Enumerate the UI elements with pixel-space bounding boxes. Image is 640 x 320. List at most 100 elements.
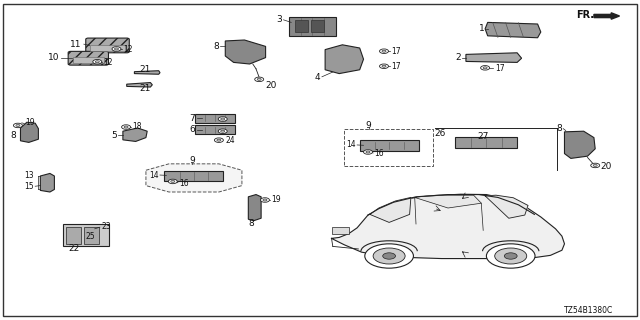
Polygon shape bbox=[332, 194, 564, 259]
Text: 13: 13 bbox=[24, 171, 34, 180]
Text: 19: 19 bbox=[26, 118, 35, 127]
Text: 15: 15 bbox=[24, 182, 34, 191]
Polygon shape bbox=[466, 53, 522, 62]
Text: 8: 8 bbox=[10, 131, 16, 140]
Text: 20: 20 bbox=[265, 81, 276, 90]
Text: 8: 8 bbox=[249, 220, 254, 228]
Circle shape bbox=[217, 139, 221, 141]
Polygon shape bbox=[146, 164, 242, 192]
Text: 26: 26 bbox=[435, 129, 446, 138]
Text: 14: 14 bbox=[346, 140, 356, 149]
Text: 21: 21 bbox=[140, 84, 151, 93]
Text: 17: 17 bbox=[392, 47, 401, 56]
Polygon shape bbox=[40, 173, 54, 192]
FancyBboxPatch shape bbox=[456, 137, 518, 148]
Polygon shape bbox=[225, 40, 266, 64]
Text: 14: 14 bbox=[149, 171, 159, 180]
Circle shape bbox=[221, 118, 225, 120]
Circle shape bbox=[364, 150, 372, 154]
Text: 18: 18 bbox=[132, 122, 142, 131]
Circle shape bbox=[483, 67, 487, 69]
Circle shape bbox=[257, 78, 261, 80]
Polygon shape bbox=[127, 83, 152, 87]
Circle shape bbox=[365, 244, 413, 268]
FancyBboxPatch shape bbox=[90, 44, 125, 51]
Circle shape bbox=[260, 198, 269, 202]
Text: 16: 16 bbox=[374, 149, 384, 158]
Text: TZ54B1380C: TZ54B1380C bbox=[564, 306, 613, 315]
Circle shape bbox=[481, 66, 490, 70]
Circle shape bbox=[486, 244, 535, 268]
FancyBboxPatch shape bbox=[289, 17, 336, 36]
Circle shape bbox=[124, 126, 128, 128]
Polygon shape bbox=[485, 22, 541, 38]
FancyBboxPatch shape bbox=[195, 125, 235, 134]
Text: FR.: FR. bbox=[576, 10, 594, 20]
Circle shape bbox=[95, 61, 99, 63]
Circle shape bbox=[380, 49, 388, 53]
Circle shape bbox=[383, 253, 396, 259]
Text: 9: 9 bbox=[366, 121, 371, 130]
Polygon shape bbox=[123, 128, 147, 141]
Polygon shape bbox=[20, 122, 38, 142]
Text: 10: 10 bbox=[48, 53, 60, 62]
Circle shape bbox=[171, 180, 175, 182]
FancyBboxPatch shape bbox=[332, 227, 349, 234]
Circle shape bbox=[168, 179, 177, 184]
Circle shape bbox=[504, 253, 517, 259]
Text: 6: 6 bbox=[189, 125, 195, 134]
Text: 4: 4 bbox=[314, 73, 320, 82]
Text: 22: 22 bbox=[68, 244, 79, 253]
Circle shape bbox=[214, 138, 223, 142]
Text: 12: 12 bbox=[104, 58, 113, 67]
Text: 7: 7 bbox=[189, 114, 195, 123]
Text: 2: 2 bbox=[455, 53, 461, 62]
Text: 12: 12 bbox=[123, 45, 132, 54]
Text: 11: 11 bbox=[70, 40, 82, 49]
Text: 27: 27 bbox=[477, 132, 489, 140]
Circle shape bbox=[115, 48, 118, 50]
Polygon shape bbox=[594, 13, 620, 19]
Circle shape bbox=[255, 77, 264, 82]
Text: 1: 1 bbox=[479, 24, 484, 33]
Circle shape bbox=[122, 125, 131, 129]
Text: 16: 16 bbox=[179, 179, 189, 188]
Circle shape bbox=[382, 50, 386, 52]
Polygon shape bbox=[564, 131, 595, 158]
Polygon shape bbox=[370, 197, 411, 222]
Circle shape bbox=[16, 124, 20, 126]
FancyBboxPatch shape bbox=[164, 171, 223, 181]
Text: 24: 24 bbox=[226, 136, 236, 145]
FancyBboxPatch shape bbox=[68, 51, 109, 65]
Circle shape bbox=[13, 123, 22, 128]
Circle shape bbox=[380, 64, 388, 68]
Circle shape bbox=[263, 199, 267, 201]
Circle shape bbox=[382, 65, 386, 67]
FancyBboxPatch shape bbox=[84, 227, 99, 244]
Text: 5: 5 bbox=[111, 131, 117, 140]
Circle shape bbox=[112, 47, 121, 51]
Circle shape bbox=[221, 130, 225, 132]
FancyBboxPatch shape bbox=[73, 58, 104, 63]
Text: 17: 17 bbox=[392, 62, 401, 71]
Text: 3: 3 bbox=[276, 15, 282, 24]
Circle shape bbox=[373, 248, 405, 264]
Circle shape bbox=[593, 164, 597, 166]
Circle shape bbox=[218, 117, 227, 121]
Polygon shape bbox=[134, 71, 160, 74]
Text: 17: 17 bbox=[495, 64, 504, 73]
FancyBboxPatch shape bbox=[66, 227, 81, 244]
Polygon shape bbox=[325, 45, 364, 74]
FancyBboxPatch shape bbox=[360, 140, 419, 151]
Circle shape bbox=[366, 151, 370, 153]
Text: 25: 25 bbox=[85, 232, 95, 241]
Polygon shape bbox=[485, 195, 528, 218]
FancyBboxPatch shape bbox=[311, 20, 324, 32]
Circle shape bbox=[93, 60, 102, 64]
FancyBboxPatch shape bbox=[86, 38, 129, 53]
Text: 21: 21 bbox=[140, 65, 151, 74]
FancyBboxPatch shape bbox=[295, 20, 308, 32]
Text: 8: 8 bbox=[556, 124, 562, 132]
Text: 9: 9 bbox=[189, 156, 195, 165]
Polygon shape bbox=[248, 195, 261, 221]
